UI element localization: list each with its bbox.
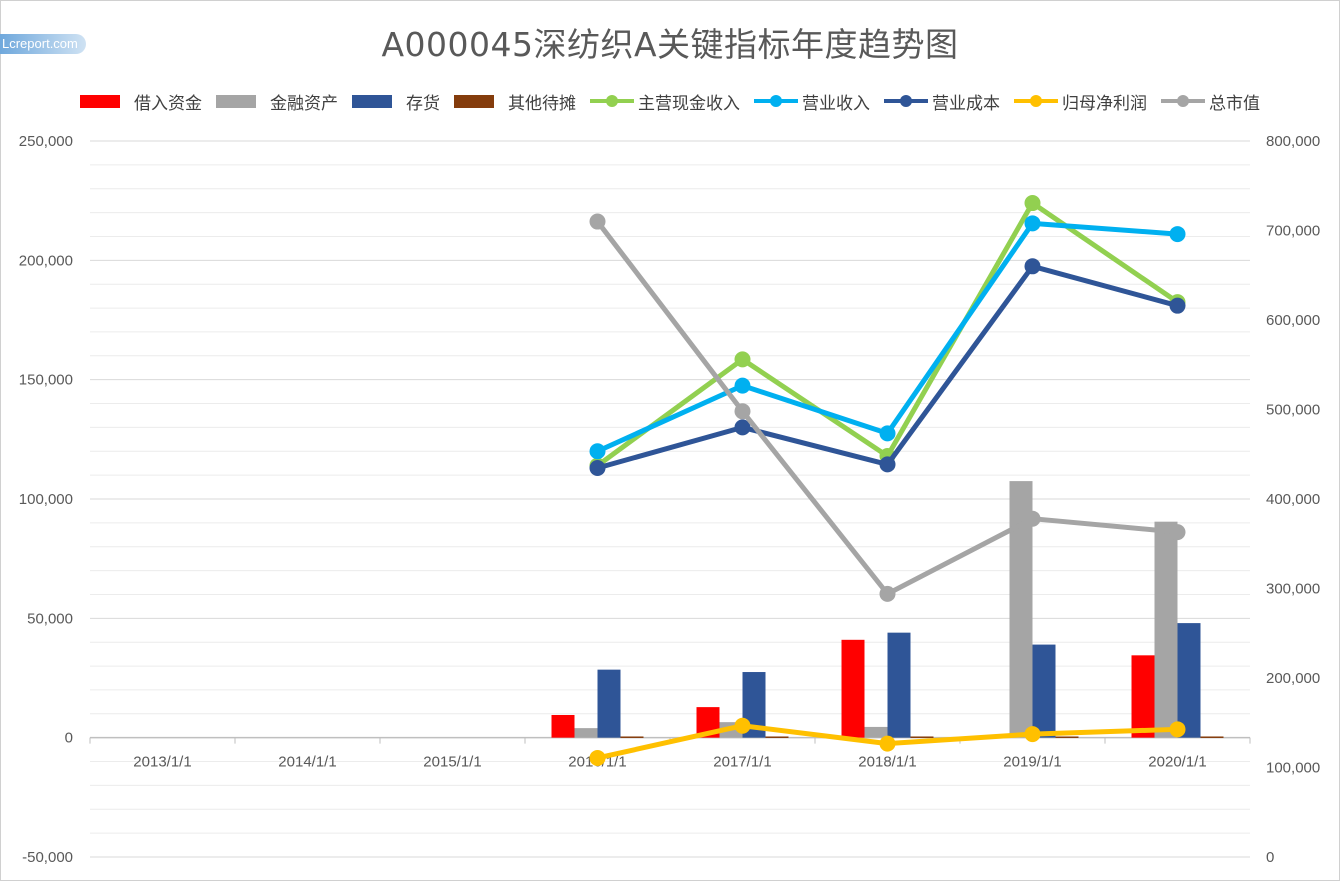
legend-line-marker: [1161, 94, 1205, 108]
chart-title: A000045深纺织A关键指标年度趋势图: [381, 25, 959, 64]
series-line: [595, 219, 1180, 597]
category-tick-label: 2019/1/1: [1003, 754, 1061, 771]
left-axis-tick-label: -50,000: [22, 849, 73, 866]
legend-label: 借入资金: [134, 93, 202, 114]
legend-line-marker: [590, 94, 634, 108]
right-axis-tick-label: 500,000: [1266, 402, 1320, 419]
legend-label: 营业成本: [932, 93, 1000, 114]
right-axis-tick-label: 100,000: [1266, 760, 1320, 777]
right-axis-tick-label: 200,000: [1266, 670, 1320, 687]
left-axis-tick-label: 200,000: [19, 252, 73, 269]
legend-item-market-value: 总市值: [1161, 89, 1260, 114]
legend-item-main-cash-income: 主营现金收入: [590, 89, 740, 114]
legend-swatch: [80, 94, 120, 108]
series-point: [734, 717, 751, 734]
left-axis-tick-label: 100,000: [19, 491, 73, 508]
legend-item-inventory: 存货: [352, 89, 440, 114]
series-point: [879, 735, 896, 752]
category-tick-label: 2017/1/1: [713, 754, 771, 771]
category-tick-label: 2013/1/1: [133, 754, 191, 771]
series-point: [589, 749, 606, 766]
bar: [864, 726, 888, 738]
legend-swatch: [454, 94, 494, 108]
legend-label: 存货: [406, 93, 440, 114]
legend-item-revenue: 营业收入: [754, 89, 870, 114]
series-point: [1024, 258, 1041, 275]
legend-label: 其他待摊: [508, 93, 576, 114]
legend-item-borrowed-funds: 借入资金: [80, 89, 202, 114]
legend-label: 主营现金收入: [638, 93, 740, 114]
legend-label: 总市值: [1209, 93, 1260, 114]
legend-line-marker: [754, 94, 798, 108]
right-axis-tick-label: 800,000: [1266, 133, 1320, 150]
series-point: [1169, 524, 1186, 541]
series-point: [734, 377, 751, 394]
bar: [887, 632, 911, 738]
legend-label: 归母净利润: [1062, 93, 1147, 114]
left-axis-tick-label: 50,000: [27, 610, 73, 627]
series-point: [734, 351, 751, 368]
bar: [551, 714, 575, 738]
bar: [1200, 736, 1224, 738]
bar: [841, 639, 865, 738]
right-axis-tick-label: 600,000: [1266, 312, 1320, 329]
legend-swatch: [352, 94, 392, 108]
series-point: [734, 403, 751, 420]
series-point: [879, 425, 896, 442]
series-point: [1024, 510, 1041, 527]
bar: [1009, 481, 1033, 738]
category-tick-label: 2020/1/1: [1148, 754, 1206, 771]
series-point: [1169, 721, 1186, 738]
bar: [1154, 521, 1178, 738]
series-point: [589, 459, 606, 476]
legend-item-net-profit: 归母净利润: [1014, 89, 1147, 114]
series-point: [1024, 195, 1041, 212]
right-axis-tick-label: 0: [1266, 849, 1274, 866]
series-point: [879, 585, 896, 602]
watermark-badge: Lcreport.com: [0, 34, 86, 54]
series-point: [1024, 726, 1041, 743]
bar: [1032, 644, 1056, 738]
bar: [1131, 655, 1155, 738]
series-point: [1169, 297, 1186, 314]
right-axis-tick-label: 300,000: [1266, 581, 1320, 598]
right-axis-tick-label: 400,000: [1266, 491, 1320, 508]
bar: [574, 728, 598, 738]
bar: [597, 669, 621, 738]
legend-line-marker: [1014, 94, 1058, 108]
series-point: [879, 456, 896, 473]
category-tick-label: 2014/1/1: [278, 754, 336, 771]
category-tick-label: 2015/1/1: [423, 754, 481, 771]
legend-item-financial-assets: 金融资产: [216, 89, 338, 114]
left-axis-tick-label: 0: [65, 730, 73, 747]
series-point: [589, 443, 606, 460]
legend-item-operating-cost: 营业成本: [884, 89, 1000, 114]
legend-line-marker: [884, 94, 928, 108]
series-point: [1169, 226, 1186, 243]
bar: [1055, 736, 1079, 738]
legend-item-other-amortization: 其他待摊: [454, 89, 576, 114]
series-point: [589, 213, 606, 230]
right-axis-tick-label: 700,000: [1266, 223, 1320, 240]
bar: [620, 736, 644, 738]
series-point: [734, 419, 751, 436]
chart-legend: 借入资金 金融资产 存货 其他待摊 主营现金收入 营业收入 营业成本 归母净利润…: [80, 88, 1274, 114]
bar: [910, 736, 934, 738]
legend-swatch: [216, 94, 256, 108]
left-axis-tick-label: 250,000: [19, 133, 73, 150]
legend-label: 金融资产: [270, 93, 338, 114]
left-axis-tick-label: 150,000: [19, 372, 73, 389]
category-tick-label: 2018/1/1: [858, 754, 916, 771]
bar: [765, 736, 789, 738]
bar: [1177, 623, 1201, 738]
legend-label: 营业收入: [802, 93, 870, 114]
series-point: [1024, 215, 1041, 232]
